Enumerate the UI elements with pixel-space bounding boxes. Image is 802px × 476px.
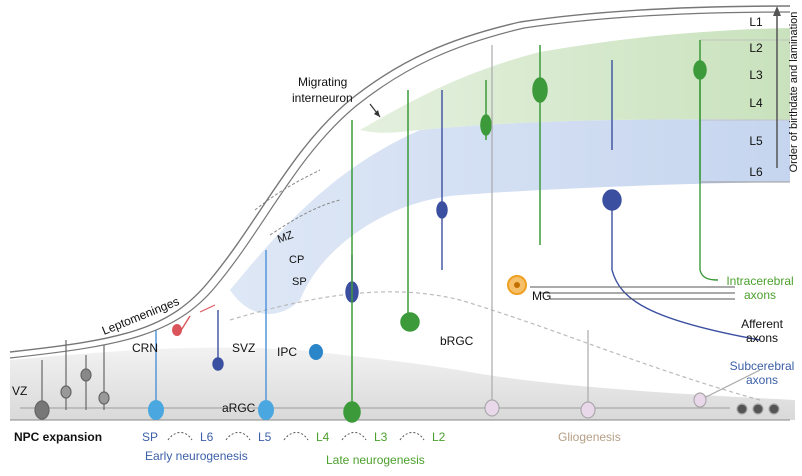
early-argc	[148, 250, 274, 420]
layer-label-5: L5	[749, 134, 763, 148]
afferent-axons	[530, 286, 735, 300]
pial-surface-outer	[9, 5, 791, 353]
early-neurogenesis-label: Early neurogenesis	[145, 449, 248, 463]
deep-layer-band	[230, 119, 790, 314]
ipc-label: IPC	[277, 345, 297, 359]
subcerebral-label-1: Subcerebral	[730, 359, 795, 373]
svz-label: SVZ	[232, 341, 255, 355]
stage-l3: L3	[374, 430, 388, 444]
microglia	[507, 275, 527, 295]
pial-surface-inner	[9, 11, 791, 359]
afferent-label-2: axons	[746, 331, 778, 345]
stage-l4: L4	[316, 430, 330, 444]
vz-progenitors	[34, 340, 110, 420]
ventricular-zone-band	[10, 347, 795, 420]
gliogenesis-label: Gliogenesis	[558, 430, 621, 444]
crn-label: CRN	[132, 341, 158, 355]
upper-layer-band	[360, 28, 790, 133]
layer-label-4: L4	[749, 96, 763, 110]
stage-sp: SP	[142, 430, 158, 444]
mz-label: MZ	[276, 229, 295, 246]
cajal-retzius-neuron	[172, 304, 216, 336]
npc-expansion-label: NPC expansion	[14, 430, 102, 444]
axis-label: Order of birthdate and lamination	[788, 12, 800, 173]
layer-label-3: L3	[749, 68, 763, 82]
subcerebral-label-2: axons	[746, 373, 778, 387]
intracerebral-label-1: Intracerebral	[726, 274, 793, 288]
layer-label-2: L2	[749, 41, 763, 55]
migrating-label-1: Migrating	[298, 75, 347, 89]
stage-l6: L6	[200, 430, 214, 444]
argc-label: aRGC	[222, 401, 256, 415]
stage-l2: L2	[432, 430, 446, 444]
stage-l5: L5	[258, 430, 272, 444]
subcerebral-neuron-axon	[611, 205, 761, 341]
layer-label-6: L6	[749, 165, 763, 179]
layer-label-1: L1	[749, 15, 763, 29]
intracerebral-axon	[699, 80, 719, 281]
vz-label: VZ	[12, 384, 27, 398]
glia	[484, 45, 780, 419]
ipc-cell	[309, 344, 323, 360]
brgc-label: bRGC	[440, 334, 474, 348]
cp-label: CP	[289, 254, 304, 266]
afferent-label-1: Afferent	[741, 317, 783, 331]
late-neurogenesis-label: Late neurogenesis	[326, 453, 425, 467]
layer-labels: L1 L2 L3 L4 L5 L6	[749, 15, 763, 179]
intracerebral-label-2: axons	[744, 288, 776, 302]
timeline-stages: SP L6 L5 L4 L3 L2	[142, 430, 446, 444]
mg-label: MG	[532, 289, 551, 303]
sp-label: SP	[292, 276, 307, 288]
migrating-label-2: interneuron	[292, 91, 353, 105]
